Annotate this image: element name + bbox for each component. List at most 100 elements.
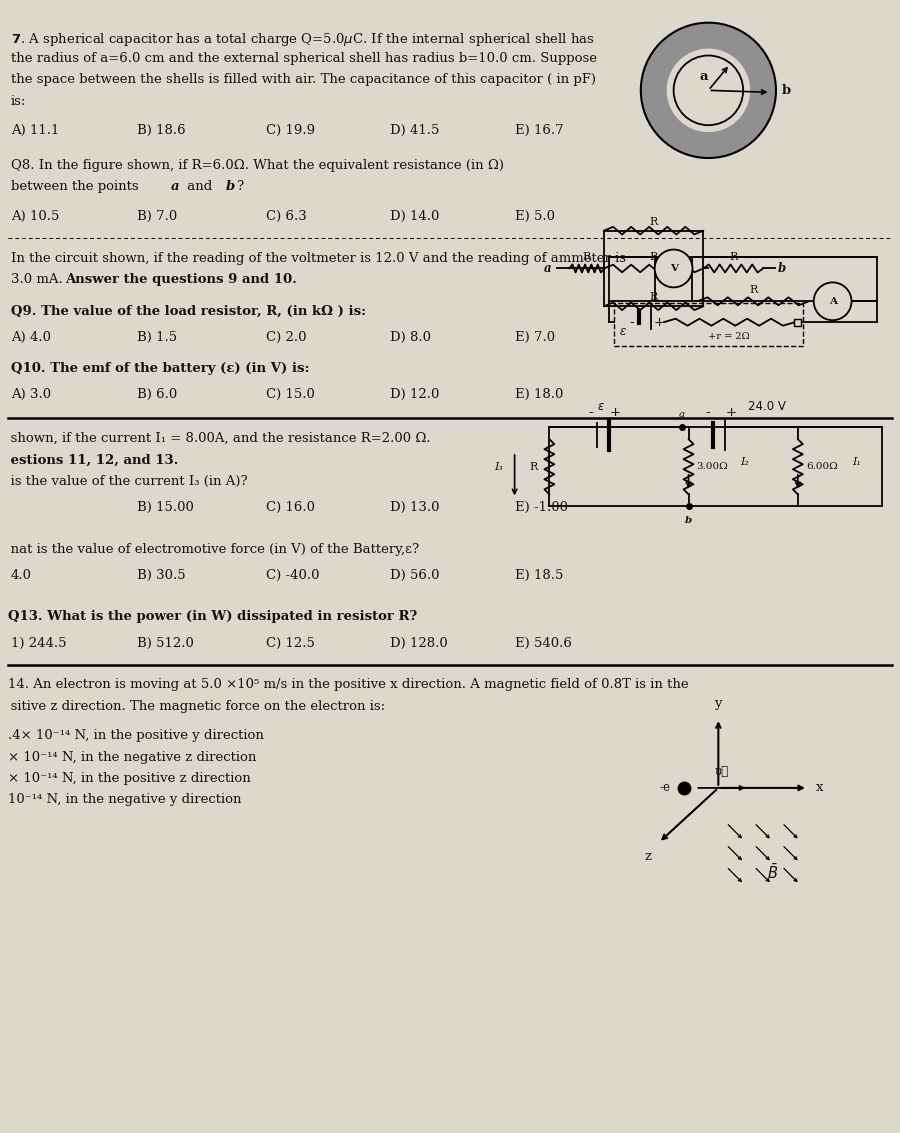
Text: E) 540.6: E) 540.6 bbox=[515, 637, 572, 649]
Circle shape bbox=[673, 56, 743, 125]
Text: D) 56.0: D) 56.0 bbox=[391, 569, 440, 582]
Text: a: a bbox=[699, 70, 707, 83]
Text: y: y bbox=[715, 697, 722, 710]
Text: between the points: between the points bbox=[11, 180, 142, 194]
Text: D) 13.0: D) 13.0 bbox=[391, 501, 440, 514]
Text: is the value of the current I₃ (in A)?: is the value of the current I₃ (in A)? bbox=[8, 475, 248, 488]
Text: 1) 244.5: 1) 244.5 bbox=[11, 637, 67, 649]
Text: x: x bbox=[815, 782, 824, 794]
Text: b: b bbox=[782, 84, 791, 96]
Text: E) -1.00: E) -1.00 bbox=[515, 501, 568, 514]
Text: z: z bbox=[644, 850, 652, 862]
Text: R: R bbox=[650, 216, 658, 227]
Text: +: + bbox=[653, 316, 664, 329]
Circle shape bbox=[641, 23, 776, 157]
Text: 10⁻¹⁴ N, in the negative y direction: 10⁻¹⁴ N, in the negative y direction bbox=[8, 793, 241, 807]
Text: R: R bbox=[529, 462, 537, 471]
Text: A: A bbox=[829, 297, 837, 306]
Text: D) 8.0: D) 8.0 bbox=[391, 331, 431, 343]
Text: C) 19.9: C) 19.9 bbox=[266, 125, 315, 137]
Text: E) 7.0: E) 7.0 bbox=[515, 331, 554, 343]
Text: B) 15.00: B) 15.00 bbox=[137, 501, 194, 514]
Text: R: R bbox=[650, 253, 658, 263]
Text: C) 6.3: C) 6.3 bbox=[266, 210, 307, 223]
Text: the radius of a=6.0 cm and the external spherical shell has radius b=10.0 cm. Su: the radius of a=6.0 cm and the external … bbox=[11, 52, 597, 65]
Text: E) 18.5: E) 18.5 bbox=[515, 569, 563, 582]
Text: ?: ? bbox=[237, 180, 244, 194]
Text: E) 16.7: E) 16.7 bbox=[515, 125, 563, 137]
Text: ε: ε bbox=[620, 325, 626, 338]
Text: A) 11.1: A) 11.1 bbox=[11, 125, 59, 137]
Text: 3.0 mA.: 3.0 mA. bbox=[11, 273, 67, 286]
Text: -: - bbox=[589, 407, 593, 419]
Text: +: + bbox=[609, 407, 620, 419]
Text: -: - bbox=[629, 316, 634, 329]
Text: D) 128.0: D) 128.0 bbox=[391, 637, 448, 649]
Text: a: a bbox=[171, 180, 179, 194]
Text: I₃: I₃ bbox=[494, 462, 503, 471]
Text: × 10⁻¹⁴ N, in the negative z direction: × 10⁻¹⁴ N, in the negative z direction bbox=[8, 750, 256, 764]
Text: × 10⁻¹⁴ N, in the positive z direction: × 10⁻¹⁴ N, in the positive z direction bbox=[8, 772, 250, 785]
Text: b: b bbox=[685, 517, 692, 526]
Circle shape bbox=[814, 282, 851, 321]
Circle shape bbox=[667, 49, 750, 133]
Text: .4× 10⁻¹⁴ N, in the positive y direction: .4× 10⁻¹⁴ N, in the positive y direction bbox=[8, 730, 264, 742]
Text: R: R bbox=[729, 252, 737, 262]
Text: B) 30.5: B) 30.5 bbox=[137, 569, 185, 582]
Text: a: a bbox=[679, 410, 685, 419]
Text: $\bar{B}$: $\bar{B}$ bbox=[768, 863, 778, 883]
Text: B) 1.5: B) 1.5 bbox=[137, 331, 177, 343]
Text: B) 512.0: B) 512.0 bbox=[137, 637, 194, 649]
Text: 3.00Ω: 3.00Ω bbox=[697, 462, 728, 471]
Text: B) 6.0: B) 6.0 bbox=[137, 389, 177, 401]
Text: +r = 2Ω: +r = 2Ω bbox=[708, 332, 750, 341]
Text: Answer the questions 9 and 10.: Answer the questions 9 and 10. bbox=[66, 273, 297, 286]
Bar bbox=[614, 304, 803, 346]
Text: 6.00Ω: 6.00Ω bbox=[806, 462, 838, 471]
Text: C) -40.0: C) -40.0 bbox=[266, 569, 320, 582]
Text: υ⃗: υ⃗ bbox=[715, 765, 728, 778]
Text: In the circuit shown, if the reading of the voltmeter is 12.0 V and the reading : In the circuit shown, if the reading of … bbox=[11, 252, 625, 264]
Text: C) 15.0: C) 15.0 bbox=[266, 389, 315, 401]
Text: R: R bbox=[650, 292, 658, 303]
Text: C) 12.5: C) 12.5 bbox=[266, 637, 315, 649]
Text: is:: is: bbox=[11, 95, 26, 108]
Text: A) 3.0: A) 3.0 bbox=[11, 389, 51, 401]
Text: C) 2.0: C) 2.0 bbox=[266, 331, 307, 343]
Text: I₂: I₂ bbox=[740, 457, 749, 467]
Text: A) 10.5: A) 10.5 bbox=[11, 210, 59, 223]
Text: C) 16.0: C) 16.0 bbox=[266, 501, 315, 514]
Text: D) 14.0: D) 14.0 bbox=[391, 210, 440, 223]
Text: -e: -e bbox=[660, 782, 670, 794]
Text: nat is the value of electromotive force (in V) of the Battery,ε?: nat is the value of electromotive force … bbox=[8, 543, 419, 555]
Text: Q13. What is the power (in W) dissipated in resistor R?: Q13. What is the power (in W) dissipated… bbox=[8, 611, 417, 623]
Text: E) 5.0: E) 5.0 bbox=[515, 210, 554, 223]
Circle shape bbox=[654, 249, 692, 288]
Text: Q8. In the figure shown, if R=6.0Ω. What the equivalent resistance (in Ω): Q8. In the figure shown, if R=6.0Ω. What… bbox=[11, 159, 504, 172]
Text: a: a bbox=[544, 262, 552, 275]
Text: estions 11, 12, and 13.: estions 11, 12, and 13. bbox=[8, 453, 178, 467]
Text: D) 12.0: D) 12.0 bbox=[391, 389, 440, 401]
Text: A) 4.0: A) 4.0 bbox=[11, 331, 50, 343]
Text: sitive z direction. The magnetic force on the electron is:: sitive z direction. The magnetic force o… bbox=[8, 700, 385, 713]
Text: E) 18.0: E) 18.0 bbox=[515, 389, 563, 401]
Text: b: b bbox=[225, 180, 235, 194]
Text: 14. An electron is moving at 5.0 ×10⁵ m/s in the positive x direction. A magneti: 14. An electron is moving at 5.0 ×10⁵ m/… bbox=[8, 679, 688, 691]
Text: D) 41.5: D) 41.5 bbox=[391, 125, 440, 137]
Text: $\bf{7}$. A spherical capacitor has a total charge Q=5.0$\mu$C. If the internal : $\bf{7}$. A spherical capacitor has a to… bbox=[11, 31, 595, 48]
Text: B) 18.6: B) 18.6 bbox=[137, 125, 185, 137]
Text: B) 7.0: B) 7.0 bbox=[137, 210, 177, 223]
Text: ε: ε bbox=[598, 400, 604, 414]
Text: shown, if the current I₁ = 8.00A, and the resistance R=2.00 Ω.: shown, if the current I₁ = 8.00A, and th… bbox=[8, 432, 430, 445]
Text: Q10. The emf of the battery (ε) (in V) is:: Q10. The emf of the battery (ε) (in V) i… bbox=[11, 363, 310, 375]
Text: and: and bbox=[183, 180, 216, 194]
Text: 24.0 V: 24.0 V bbox=[748, 400, 786, 414]
Text: -: - bbox=[705, 407, 710, 419]
Text: Q9. The value of the load resistor, R, (in kΩ ) is:: Q9. The value of the load resistor, R, (… bbox=[11, 305, 366, 317]
Text: the space between the shells is filled with air. The capacitance of this capacit: the space between the shells is filled w… bbox=[11, 74, 596, 86]
Text: R: R bbox=[582, 252, 590, 262]
Text: V: V bbox=[670, 264, 678, 273]
Bar bbox=[795, 318, 801, 325]
Text: I₁: I₁ bbox=[852, 457, 861, 467]
Text: b: b bbox=[778, 262, 787, 275]
